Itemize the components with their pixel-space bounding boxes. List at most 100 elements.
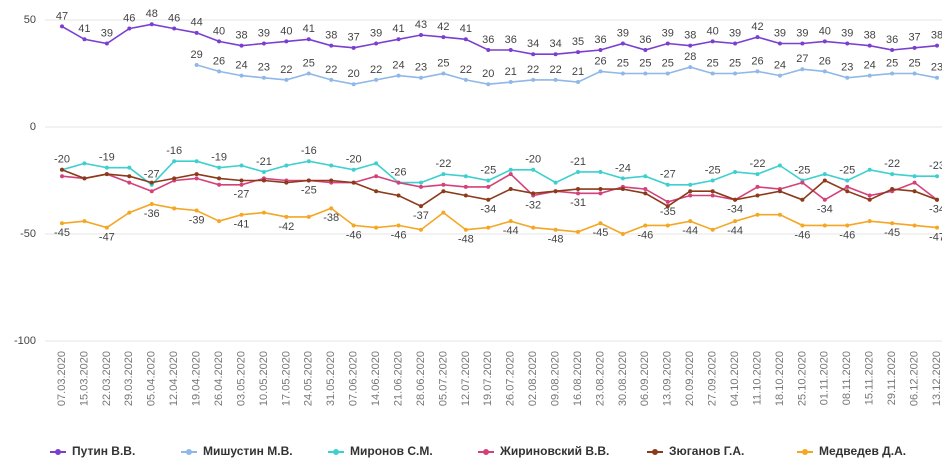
x-tick-label: 07.06.2020 [348,351,360,406]
point [306,178,311,183]
data-label: 22 [527,64,539,76]
point [149,189,154,194]
x-tick-label: 21.06.2020 [392,351,404,406]
data-label: 29 [190,49,202,61]
data-label: -48 [458,234,474,246]
point [396,193,401,198]
point [845,178,850,183]
x-tick-label: 31.05.2020 [325,351,337,406]
point [553,189,558,194]
data-label: 42 [751,21,763,33]
point [890,71,895,76]
series-line [61,203,938,235]
point [239,182,244,187]
data-label: -35 [660,206,676,218]
series-line [61,173,938,203]
point [351,82,356,87]
series-line [196,64,938,86]
data-label: 24 [392,60,404,72]
point [149,180,154,185]
point [374,161,379,166]
point [486,184,491,189]
point [284,180,289,185]
data-label: 36 [594,34,606,46]
data-label: -31 [570,197,586,209]
point [127,165,132,170]
point [396,73,401,78]
point [576,191,581,196]
point [688,219,693,224]
point [935,197,939,202]
data-label: -42 [278,221,294,233]
data-label: -23 [929,160,942,172]
point [172,26,177,31]
point [261,178,266,183]
data-label: -34 [817,204,833,216]
point [912,223,917,228]
point [643,191,648,196]
point [553,180,558,185]
data-label: 25 [617,57,629,69]
data-label: 22 [280,64,292,76]
legend-label: Путин В.В. [72,444,135,458]
x-tick-label: 07.03.2020 [56,351,68,406]
point [755,193,760,198]
point [890,221,895,226]
point [755,184,760,189]
point [867,193,872,198]
point [553,52,558,57]
data-label: -46 [346,229,362,241]
point [60,24,64,29]
point [553,77,558,82]
point [396,37,401,42]
data-label: 35 [572,36,584,48]
point [329,43,334,48]
data-label: 41 [78,23,90,35]
data-label: 41 [460,23,472,35]
x-tick-label: 20.09.2020 [684,351,696,406]
data-label: 39 [662,27,674,39]
point [822,178,827,183]
point [688,65,693,70]
point [149,202,154,207]
point [60,221,64,226]
point [935,174,939,179]
data-label: -44 [727,225,743,237]
data-label: -46 [839,229,855,241]
x-tick-label: 29.11.2020 [886,351,898,405]
point [486,178,491,183]
x-tick-label: 05.07.2020 [437,351,449,406]
point [576,229,581,234]
point [172,206,177,211]
point [845,41,850,46]
data-label: -46 [637,229,653,241]
data-label: 37 [908,32,920,44]
x-tick-label: 19.04.2020 [191,351,203,406]
point [845,189,850,194]
point [643,174,648,179]
x-tick-label: 11.10.2020 [751,351,763,405]
point [104,165,109,170]
point [867,219,872,224]
point [733,197,738,202]
point [127,180,132,185]
data-label: -25 [480,164,496,176]
point [374,41,379,46]
point [890,172,895,177]
point [620,71,625,76]
data-label: 39 [370,27,382,39]
data-label: 39 [617,27,629,39]
x-tick-label: 23.08.2020 [594,351,606,406]
point [733,71,738,76]
point [261,75,266,80]
point [194,208,199,213]
point [463,174,468,179]
legend-label: Мишустин М.В. [203,444,293,458]
point [374,174,379,179]
point [82,176,87,181]
data-label: -22 [750,158,766,170]
point [576,80,581,85]
series-line [61,23,938,55]
data-label: -47 [99,231,115,243]
